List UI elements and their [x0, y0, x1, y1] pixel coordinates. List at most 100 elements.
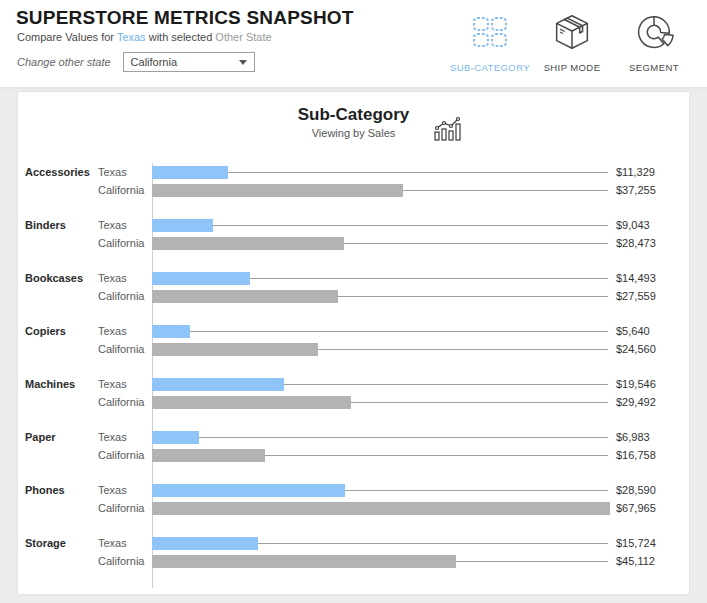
state-label: California	[98, 237, 152, 249]
value-label: $14,493	[610, 272, 682, 284]
bar-track	[152, 325, 610, 338]
bar-track	[152, 449, 610, 462]
category-group: PaperTexas$6,983California$16,758	[25, 428, 682, 464]
texas-bar[interactable]	[152, 166, 228, 179]
bar-row: California$24,560	[98, 340, 682, 358]
state-label: California	[98, 449, 152, 461]
category-label: Phones	[25, 481, 98, 499]
category-group: PhonesTexas$28,590California$67,965	[25, 481, 682, 517]
tab-segment-label: SEGMENT	[629, 62, 679, 73]
tab-sub-category[interactable]: SUB-CATEGORY	[449, 8, 531, 73]
bar-row: Texas $15,724	[98, 534, 682, 552]
chart-rows: AccessoriesTexas$11,329California$37,255…	[18, 163, 689, 570]
value-label: $45,112	[610, 555, 682, 567]
bar-track	[152, 272, 610, 285]
connector-line	[213, 225, 608, 226]
texas-bar[interactable]	[152, 431, 199, 444]
texas-bar[interactable]	[152, 219, 213, 232]
bar-track	[152, 290, 610, 303]
value-label: $16,758	[610, 449, 682, 461]
content-area: Sub-Category Viewing by Sales	[0, 89, 707, 603]
bar-track	[152, 184, 610, 197]
bar-track	[152, 537, 610, 550]
category-label: Binders	[25, 216, 98, 234]
connector-line	[258, 543, 608, 544]
bar-row: Texas$6,983	[98, 428, 682, 446]
tab-ship-mode[interactable]: SHIP MODE	[531, 8, 613, 73]
category-label: Storage	[25, 534, 98, 552]
tab-sub-category-label: SUB-CATEGORY	[450, 62, 530, 73]
california-bar[interactable]	[152, 290, 338, 303]
donut-icon	[631, 8, 677, 56]
category-group: BindersTexas$9,043California$28,473	[25, 216, 682, 252]
bar-row: California $28,473	[98, 234, 682, 252]
dashboard: SUPERSTORE METRICS SNAPSHOT Compare Valu…	[0, 0, 707, 603]
chart-title: Sub-Category	[298, 105, 409, 125]
california-bar[interactable]	[152, 502, 610, 515]
trend-chart-icon	[432, 115, 462, 146]
bar-track	[152, 343, 610, 356]
california-bar[interactable]	[152, 555, 456, 568]
chart-card: Sub-Category Viewing by Sales	[18, 92, 689, 594]
connector-line	[265, 455, 608, 456]
connector-line	[456, 561, 608, 562]
value-label: $11,329	[610, 166, 682, 178]
state-label: Texas	[98, 484, 152, 496]
california-bar[interactable]	[152, 343, 318, 356]
state-label: Texas	[98, 431, 152, 443]
state-label: Texas	[98, 272, 152, 284]
bar-track	[152, 237, 610, 250]
value-label: $27,559	[610, 290, 682, 302]
bar-row: Texas $11,329	[98, 163, 682, 181]
connector-line	[344, 243, 608, 244]
bar-row: Texas $19,546	[98, 375, 682, 393]
connector-line	[199, 437, 608, 438]
value-label: $28,473	[610, 237, 682, 249]
texas-bar[interactable]	[152, 484, 345, 497]
texas-bar[interactable]	[152, 272, 250, 285]
bar-track	[152, 219, 610, 232]
state-label: California	[98, 396, 152, 408]
comparison-subtitle: Compare Values for Texas with selected O…	[17, 31, 272, 43]
texas-bar[interactable]	[152, 378, 284, 391]
category-label: Accessories	[25, 163, 98, 181]
other-state-select[interactable]: California	[123, 52, 255, 72]
tab-ship-mode-label: SHIP MODE	[544, 62, 601, 73]
value-label: $37,255	[610, 184, 682, 196]
change-state-label: Change other state	[17, 56, 111, 68]
california-bar[interactable]	[152, 396, 351, 409]
tab-segment[interactable]: SEGMENT	[613, 8, 695, 73]
california-bar[interactable]	[152, 237, 344, 250]
value-label: $19,546	[610, 378, 682, 390]
category-group: AccessoriesTexas $11,329 California$37,255	[25, 163, 682, 199]
texas-bar[interactable]	[152, 537, 258, 550]
state-label: Texas	[98, 537, 152, 549]
california-bar[interactable]	[152, 184, 403, 197]
state-label: Texas	[98, 378, 152, 390]
state-label: Texas	[98, 325, 152, 337]
category-label: Copiers	[25, 322, 98, 340]
state-label: Texas	[98, 166, 152, 178]
value-label: $15,724	[610, 537, 682, 549]
connector-line	[345, 490, 608, 491]
subtitle-state: Texas	[117, 31, 146, 43]
bar-track	[152, 484, 610, 497]
connector-line	[338, 296, 608, 297]
bar-track	[152, 378, 610, 391]
bar-row: Texas $5,640	[98, 322, 682, 340]
box-icon	[549, 8, 595, 56]
subtitle-other: Other State	[215, 31, 271, 43]
bar-track	[152, 555, 610, 568]
texas-bar[interactable]	[152, 325, 190, 338]
view-nav: SUB-CATEGORY SHIP MODE	[449, 8, 695, 73]
bar-track	[152, 396, 610, 409]
value-label: $5,640	[610, 325, 682, 337]
subtitle-middle: with selected	[146, 31, 216, 43]
value-label: $24,560	[610, 343, 682, 355]
state-label: California	[98, 502, 152, 514]
chart-header: Sub-Category Viewing by Sales	[18, 105, 689, 139]
category-group: StorageTexas$15,724California$45,112	[25, 534, 682, 570]
chart-subtitle: Viewing by Sales	[18, 127, 689, 139]
california-bar[interactable]	[152, 449, 265, 462]
bar-row: California$37,255	[98, 181, 682, 199]
